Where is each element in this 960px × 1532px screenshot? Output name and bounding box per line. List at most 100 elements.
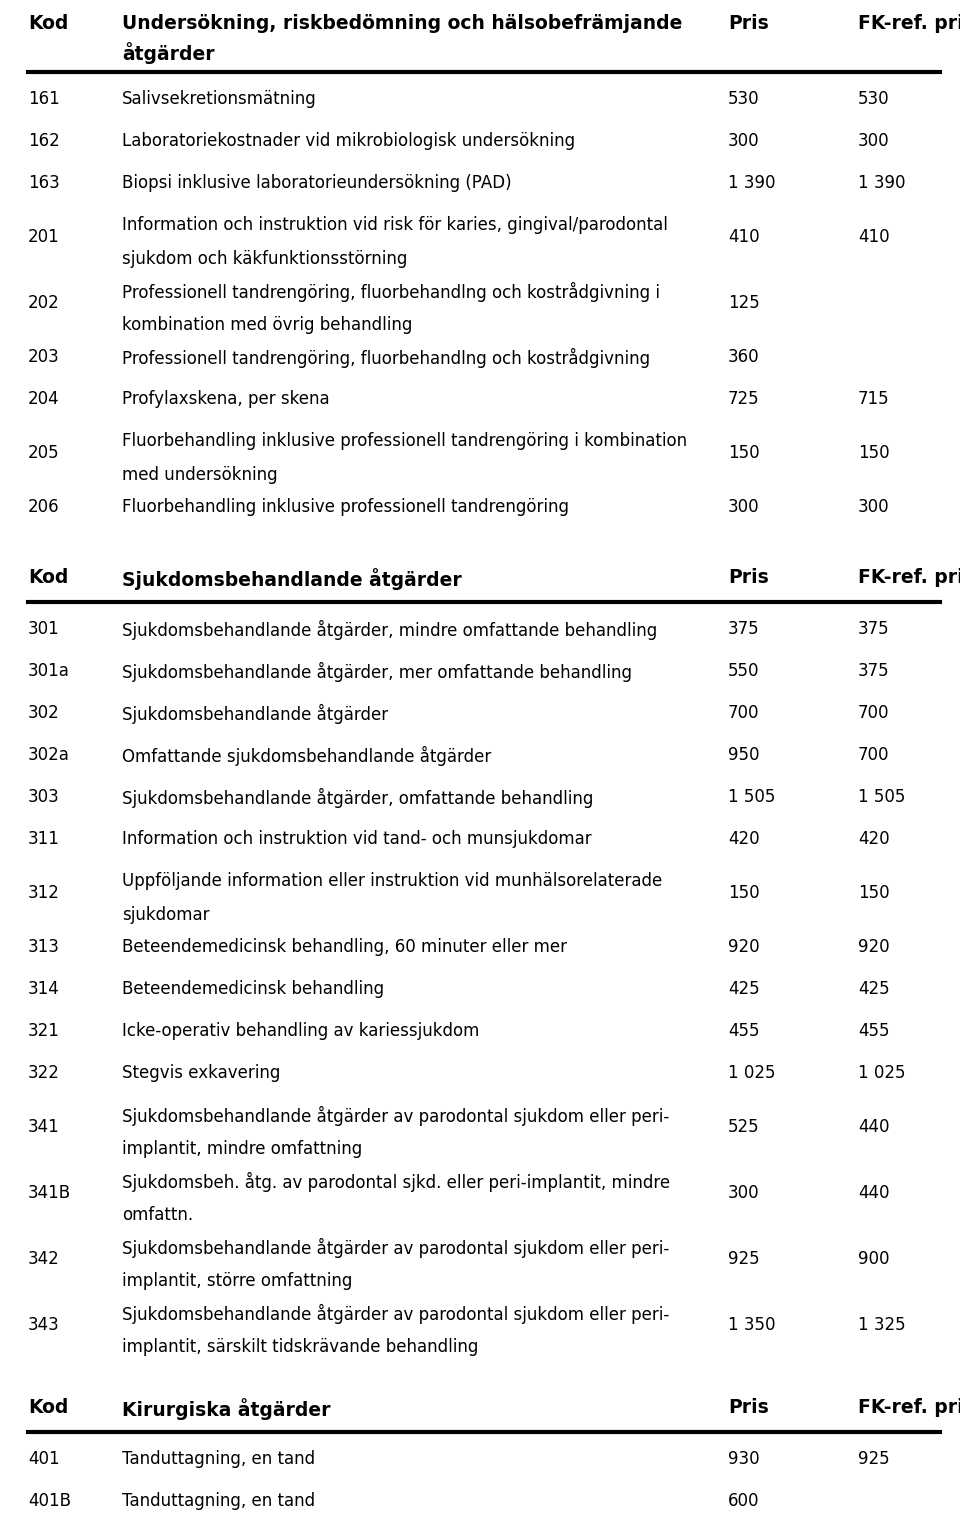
Text: 715: 715 <box>858 391 890 408</box>
Text: 322: 322 <box>28 1065 60 1082</box>
Text: 343: 343 <box>28 1316 60 1334</box>
Text: åtgärder: åtgärder <box>122 41 215 64</box>
Text: Sjukdomsbehandlande åtgärder: Sjukdomsbehandlande åtgärder <box>122 705 388 725</box>
Text: 150: 150 <box>728 444 759 463</box>
Text: 150: 150 <box>858 444 890 463</box>
Text: Sjukdomsbehandlande åtgärder av parodontal sjukdom eller peri-: Sjukdomsbehandlande åtgärder av parodont… <box>122 1304 669 1324</box>
Text: 300: 300 <box>728 498 759 516</box>
Text: Sjukdomsbehandlande åtgärder: Sjukdomsbehandlande åtgärder <box>122 568 462 590</box>
Text: 342: 342 <box>28 1250 60 1268</box>
Text: Professionell tandrengöring, fluorbehandlng och kostrådgivning: Professionell tandrengöring, fluorbehand… <box>122 348 650 368</box>
Text: 925: 925 <box>858 1449 890 1468</box>
Text: 925: 925 <box>728 1250 759 1268</box>
Text: 162: 162 <box>28 132 60 150</box>
Text: 1 505: 1 505 <box>728 787 776 806</box>
Text: 600: 600 <box>728 1492 759 1511</box>
Text: 920: 920 <box>858 938 890 956</box>
Text: 920: 920 <box>728 938 759 956</box>
Text: Undersökning, riskbedömning och hälsobefrämjande: Undersökning, riskbedömning och hälsobef… <box>122 14 683 34</box>
Text: 201: 201 <box>28 228 60 247</box>
Text: Omfattande sjukdomsbehandlande åtgärder: Omfattande sjukdomsbehandlande åtgärder <box>122 746 492 766</box>
Text: 161: 161 <box>28 90 60 107</box>
Text: 202: 202 <box>28 294 60 313</box>
Text: FK-ref. pris: FK-ref. pris <box>858 14 960 34</box>
Text: 900: 900 <box>858 1250 890 1268</box>
Text: Laboratoriekostnader vid mikrobiologisk undersökning: Laboratoriekostnader vid mikrobiologisk … <box>122 132 575 150</box>
Text: 321: 321 <box>28 1022 60 1040</box>
Text: 410: 410 <box>728 228 759 247</box>
Text: 1 025: 1 025 <box>728 1065 776 1082</box>
Text: 1 505: 1 505 <box>858 787 905 806</box>
Text: Sjukdomsbeh. åtg. av parodontal sjkd. eller peri-implantit, mindre: Sjukdomsbeh. åtg. av parodontal sjkd. el… <box>122 1172 670 1192</box>
Text: 700: 700 <box>728 705 759 722</box>
Text: kombination med övrig behandling: kombination med övrig behandling <box>122 316 413 334</box>
Text: Information och instruktion vid tand- och munsjukdomar: Information och instruktion vid tand- oc… <box>122 830 591 849</box>
Text: 930: 930 <box>728 1449 759 1468</box>
Text: 401B: 401B <box>28 1492 71 1511</box>
Text: Pris: Pris <box>728 568 769 587</box>
Text: 455: 455 <box>728 1022 759 1040</box>
Text: 550: 550 <box>728 662 759 680</box>
Text: FK-ref. pris: FK-ref. pris <box>858 568 960 587</box>
Text: 311: 311 <box>28 830 60 849</box>
Text: Salivsekretionsmätning: Salivsekretionsmätning <box>122 90 317 107</box>
Text: 375: 375 <box>728 620 759 637</box>
Text: Information och instruktion vid risk för karies, gingival/parodontal: Information och instruktion vid risk för… <box>122 216 668 234</box>
Text: implantit, större omfattning: implantit, större omfattning <box>122 1272 352 1290</box>
Text: 360: 360 <box>728 348 759 366</box>
Text: 725: 725 <box>728 391 759 408</box>
Text: Professionell tandrengöring, fluorbehandlng och kostrådgivning i: Professionell tandrengöring, fluorbehand… <box>122 282 660 302</box>
Text: 300: 300 <box>858 498 890 516</box>
Text: 700: 700 <box>858 746 890 764</box>
Text: 401: 401 <box>28 1449 60 1468</box>
Text: 440: 440 <box>858 1118 890 1137</box>
Text: 410: 410 <box>858 228 890 247</box>
Text: 163: 163 <box>28 175 60 192</box>
Text: 301: 301 <box>28 620 60 637</box>
Text: Beteendemedicinsk behandling: Beteendemedicinsk behandling <box>122 980 384 997</box>
Text: Kod: Kod <box>28 568 68 587</box>
Text: Pris: Pris <box>728 14 769 34</box>
Text: 425: 425 <box>728 980 759 997</box>
Text: 425: 425 <box>858 980 890 997</box>
Text: 1 390: 1 390 <box>858 175 905 192</box>
Text: 530: 530 <box>728 90 759 107</box>
Text: 125: 125 <box>728 294 759 313</box>
Text: 440: 440 <box>858 1184 890 1203</box>
Text: 420: 420 <box>858 830 890 849</box>
Text: implantit, särskilt tidskrävande behandling: implantit, särskilt tidskrävande behandl… <box>122 1337 478 1356</box>
Text: 302a: 302a <box>28 746 70 764</box>
Text: 205: 205 <box>28 444 60 463</box>
Text: 301a: 301a <box>28 662 70 680</box>
Text: Stegvis exkavering: Stegvis exkavering <box>122 1065 280 1082</box>
Text: 150: 150 <box>728 884 759 902</box>
Text: 300: 300 <box>728 1184 759 1203</box>
Text: FK-ref. pris: FK-ref. pris <box>858 1399 960 1417</box>
Text: med undersökning: med undersökning <box>122 466 277 484</box>
Text: 300: 300 <box>728 132 759 150</box>
Text: implantit, mindre omfattning: implantit, mindre omfattning <box>122 1140 362 1158</box>
Text: 420: 420 <box>728 830 759 849</box>
Text: Sjukdomsbehandlande åtgärder av parodontal sjukdom eller peri-: Sjukdomsbehandlande åtgärder av parodont… <box>122 1238 669 1258</box>
Text: Pris: Pris <box>728 1399 769 1417</box>
Text: Tanduttagning, en tand: Tanduttagning, en tand <box>122 1449 315 1468</box>
Text: 1 025: 1 025 <box>858 1065 905 1082</box>
Text: Uppföljande information eller instruktion vid munhälsorelaterade: Uppföljande information eller instruktio… <box>122 872 662 890</box>
Text: 312: 312 <box>28 884 60 902</box>
Text: 204: 204 <box>28 391 60 408</box>
Text: 1 390: 1 390 <box>728 175 776 192</box>
Text: Sjukdomsbehandlande åtgärder, omfattande behandling: Sjukdomsbehandlande åtgärder, omfattande… <box>122 787 593 807</box>
Text: 525: 525 <box>728 1118 759 1137</box>
Text: 206: 206 <box>28 498 60 516</box>
Text: Sjukdomsbehandlande åtgärder av parodontal sjukdom eller peri-: Sjukdomsbehandlande åtgärder av parodont… <box>122 1106 669 1126</box>
Text: Icke-operativ behandling av kariessjukdom: Icke-operativ behandling av kariessjukdo… <box>122 1022 479 1040</box>
Text: Fluorbehandling inklusive professionell tandrengöring: Fluorbehandling inklusive professionell … <box>122 498 569 516</box>
Text: Profylaxskena, per skena: Profylaxskena, per skena <box>122 391 329 408</box>
Text: 455: 455 <box>858 1022 890 1040</box>
Text: Sjukdomsbehandlande åtgärder, mindre omfattande behandling: Sjukdomsbehandlande åtgärder, mindre omf… <box>122 620 658 640</box>
Text: 313: 313 <box>28 938 60 956</box>
Text: 375: 375 <box>858 620 890 637</box>
Text: 341B: 341B <box>28 1184 71 1203</box>
Text: 303: 303 <box>28 787 60 806</box>
Text: 1 350: 1 350 <box>728 1316 776 1334</box>
